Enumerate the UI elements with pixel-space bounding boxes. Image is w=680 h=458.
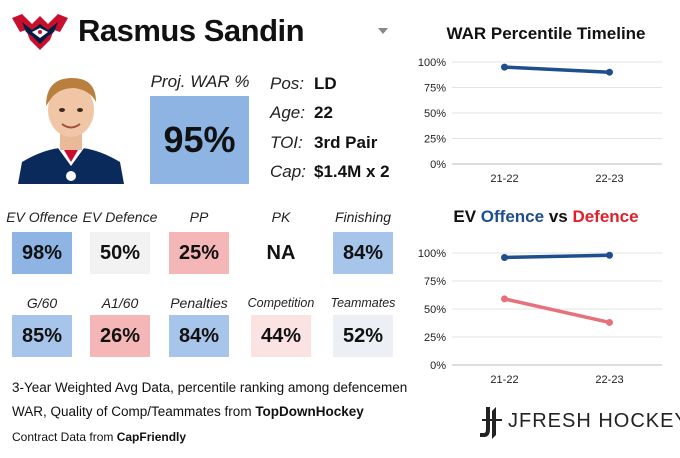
stat-label-pp: PP — [189, 209, 209, 225]
stat-box: 50% — [90, 232, 150, 274]
chart-title: EV Offence vs Defence — [420, 207, 672, 227]
stat-label-pk: PK — [271, 209, 291, 225]
player-headshot — [12, 66, 130, 184]
stat-label-penalties: Penalties — [170, 295, 228, 311]
y-tick-label: 0% — [430, 159, 446, 171]
stat-box: 84% — [333, 232, 393, 274]
data-point — [501, 63, 508, 71]
stat-label-teammates: Teammates — [330, 296, 396, 310]
stat-label-ev-offence: EV Offence — [6, 209, 78, 225]
player-name: Rasmus Sandin — [78, 13, 305, 48]
title-part: EV — [453, 207, 481, 226]
series-line — [502, 297, 612, 325]
y-tick-label: 75% — [424, 276, 446, 288]
stat-box: NA — [251, 232, 311, 274]
stat-box: 26% — [90, 315, 150, 357]
y-tick-label: 75% — [424, 83, 446, 95]
stat-box: 52% — [333, 315, 393, 357]
info-key: Pos: — [270, 74, 305, 93]
footer-source-war: WAR, Quality of Comp/Teammates from TopD… — [12, 404, 364, 419]
war-percentile-chart: 0% 25% 50% 75% 100% 21-22 22-23 — [418, 57, 662, 185]
info-key: TOI: — [270, 133, 303, 152]
x-tick-label: 21-22 — [490, 173, 518, 185]
series-line — [502, 253, 612, 260]
info-key: Age: — [270, 103, 305, 122]
info-key: Cap: — [270, 162, 306, 181]
info-value: $1.4M x 2 — [314, 162, 390, 181]
title-part-offence: Offence — [480, 207, 545, 226]
data-point — [501, 295, 508, 303]
proj-war-value: 95% — [150, 96, 249, 184]
stat-label-a160: A1/60 — [101, 295, 139, 311]
data-point — [501, 253, 508, 261]
footer-note: 3-Year Weighted Avg Data, percentile ran… — [12, 380, 408, 395]
y-tick-label: 25% — [424, 332, 446, 344]
data-point — [606, 251, 613, 259]
stat-label-competition: Competition — [247, 296, 315, 310]
title-part: vs — [544, 207, 573, 226]
chart-title: WAR Percentile Timeline — [446, 24, 646, 43]
y-tick-label: 50% — [424, 304, 446, 316]
stat-label-finishing: Finishing — [334, 209, 392, 225]
x-tick-label: 21-22 — [490, 374, 518, 386]
y-tick-label: 0% — [430, 360, 446, 372]
y-tick-label: 100% — [418, 57, 446, 69]
footer-source-link: CapFriendly — [116, 430, 187, 444]
footer-prefix: WAR, Quality of Comp/Teammates from — [12, 404, 256, 419]
footer-prefix: Contract Data from — [12, 430, 117, 444]
x-tick-label: 22-23 — [595, 173, 623, 185]
footer-source-link: TopDownHockey — [255, 404, 364, 419]
brand-name: JFRESH HOCKEY — [508, 410, 680, 432]
stat-box: 85% — [12, 315, 72, 357]
y-tick-label: 25% — [424, 134, 446, 146]
stat-box: 98% — [12, 232, 72, 274]
stat-box: 25% — [169, 232, 229, 274]
stat-box: 44% — [251, 315, 311, 357]
data-point — [606, 318, 613, 326]
data-point — [606, 68, 613, 76]
info-value: 3rd Pair — [314, 133, 378, 152]
info-value: LD — [314, 74, 337, 93]
stat-label-g60: G/60 — [26, 295, 58, 311]
y-tick-label: 100% — [418, 248, 446, 260]
ev-offence-defence-chart: 0% 25% 50% 75% 100% 21-22 22-23 — [418, 248, 662, 386]
series-line — [502, 65, 612, 74]
proj-war-label: Proj. WAR % — [150, 72, 250, 91]
footer-source-contract: Contract Data from CapFriendly — [12, 430, 186, 444]
y-tick-label: 50% — [424, 108, 446, 120]
jfresh-hockey-stick-icon — [480, 407, 502, 439]
chevron-down-icon[interactable] — [378, 28, 388, 34]
capitals-eagle-logo — [12, 14, 68, 50]
info-value: 22 — [314, 103, 333, 122]
stat-label-ev-defence: EV Defence — [82, 209, 158, 225]
stat-box: 84% — [169, 315, 229, 357]
title-part-defence: Defence — [572, 207, 639, 226]
x-tick-label: 22-23 — [595, 374, 623, 386]
